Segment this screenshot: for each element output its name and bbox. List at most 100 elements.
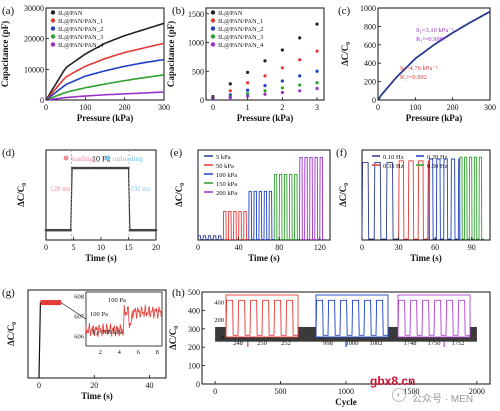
annotation-s1: S₁=3.10 kPa⁻¹ (416, 27, 454, 34)
inset-x-tick-label: 248 (233, 340, 243, 347)
data-point (127, 166, 130, 170)
inset-x-tick-label: 1748 (404, 340, 417, 347)
x-tick-label: 15 (125, 243, 133, 252)
series-line-IL@PAN/PAN_3 (45, 74, 165, 101)
x-axis-label: Time (s) (85, 253, 117, 263)
data-point (280, 79, 284, 83)
data-point (298, 36, 302, 40)
series-line-100 kPa (248, 190, 275, 240)
annotation-r1: R₁²=0.998 (416, 36, 443, 43)
data-point (298, 58, 302, 62)
series-line-step (38, 302, 62, 379)
x-tick-label: 2 (280, 103, 284, 112)
inset-y-tick-label: 400 (214, 300, 224, 307)
y-tick-label: 10000 (24, 65, 44, 74)
legend-marker (50, 10, 56, 15)
x-tick-label: 300 (484, 103, 496, 112)
x-tick-label: 100 (79, 103, 91, 112)
inset-annotation: P₀=150 kPa (92, 329, 123, 336)
x-axis-label: Cycle (335, 397, 357, 407)
y-tick-label: 600 (364, 41, 376, 50)
inset-y-tick-label: 607 (74, 314, 85, 321)
series-line (377, 10, 491, 101)
legend-label: 150 kPa (216, 181, 237, 188)
inset-annotation: 100 Pa (90, 311, 108, 318)
legend-marker (50, 34, 56, 39)
x-tick-label: 2000 (469, 387, 485, 396)
x-tick-label: 0 (211, 103, 215, 112)
y-axis-label: ΔC/C₀ (6, 322, 16, 346)
x-tick-label: 60 (431, 243, 439, 252)
legend-marker (50, 42, 56, 47)
inset-x-tick-label: 998 (323, 340, 333, 347)
panel-label: (h) (172, 287, 185, 299)
y-tick-label: 1000 (188, 39, 204, 48)
y-tick-label: 800 (364, 22, 376, 31)
y-tick-label: 1000 (360, 4, 376, 13)
legend-marker (210, 10, 216, 15)
data-point (298, 89, 302, 93)
inset-y-tick-label: 606 (74, 334, 85, 341)
legend-label: loading (71, 154, 94, 163)
watermark-site: gbx8.cn (370, 374, 416, 388)
legend-label: IL@PAN (218, 10, 243, 17)
series-line-IL@PAN (45, 22, 165, 101)
series-line-0.20 Hz (428, 158, 461, 240)
panel-b-frame (205, 7, 325, 101)
x-tick-label: 40 (145, 381, 153, 390)
y-axis-label: ΔC/C₀ (16, 183, 26, 207)
series-line-0.50 Hz (459, 156, 484, 240)
inset-connector (60, 302, 87, 320)
data-point (263, 84, 267, 88)
inset-x-tick-label: 1002 (370, 340, 383, 347)
legend-label: IL@PAN/PAN_2 (218, 26, 263, 33)
x-tick-label: 20 (152, 243, 160, 252)
y-tick-label: 400 (364, 59, 376, 68)
data-point (246, 88, 250, 92)
data-point (315, 86, 319, 91)
panel-label: (c) (338, 5, 351, 17)
legend-marker (210, 18, 216, 23)
series-line-200 kPa (299, 156, 325, 240)
y-axis-label: ΔC/C₀ (338, 183, 348, 207)
panel-c-frame (377, 7, 491, 101)
inset-x-tick-label: 250 (257, 340, 267, 347)
series-line-150 kPa (273, 173, 300, 240)
series-line-0.33 Hz (398, 160, 430, 240)
series-line-0.10 Hz (361, 162, 399, 240)
data-point (69, 228, 73, 232)
inset-x-tick-label: 6 (137, 349, 141, 356)
data-point (246, 94, 250, 98)
legend-label: IL@PAN/PAN_1 (58, 18, 103, 25)
data-point (263, 89, 267, 93)
x-tick-label: 5 (72, 243, 76, 252)
data-point (280, 48, 284, 52)
inset-x-tick-label: 1750 (428, 340, 441, 347)
x-tick-label: 0 (44, 103, 48, 112)
panel-label: (g) (2, 287, 15, 299)
y-axis-label: ΔC/C₀ (168, 326, 178, 350)
data-point (315, 22, 319, 26)
y-axis-label: ΔC/C₀ (340, 42, 350, 66)
y-axis-label: ΔC/C₀ (174, 183, 184, 207)
legend-label: IL@PAN/PAN_4 (218, 42, 264, 49)
data-point (263, 74, 267, 78)
data-point (246, 70, 250, 74)
annotation-unloading-time: 131 ms (130, 185, 151, 193)
x-tick-label: 300 (158, 103, 170, 112)
x-tick-label: 0 (213, 387, 217, 396)
data-point (228, 89, 232, 93)
x-tick-label: 90 (468, 243, 476, 252)
legend-label: 50 kPa (216, 163, 234, 170)
panel-e-frame (197, 149, 331, 241)
y-axis-label: Capacitance (pF) (0, 21, 10, 87)
series-line-50 kPa (222, 210, 249, 240)
x-tick-label: 20 (90, 381, 98, 390)
annotation-pressure: 10 Pa (92, 154, 110, 163)
x-axis-label: Time (s) (410, 253, 442, 263)
legend-label: unloading (113, 154, 143, 163)
y-tick-label: 0 (372, 96, 376, 105)
legend-marker (210, 26, 216, 31)
series-line-IL@PAN/PAN_2 (45, 58, 165, 101)
